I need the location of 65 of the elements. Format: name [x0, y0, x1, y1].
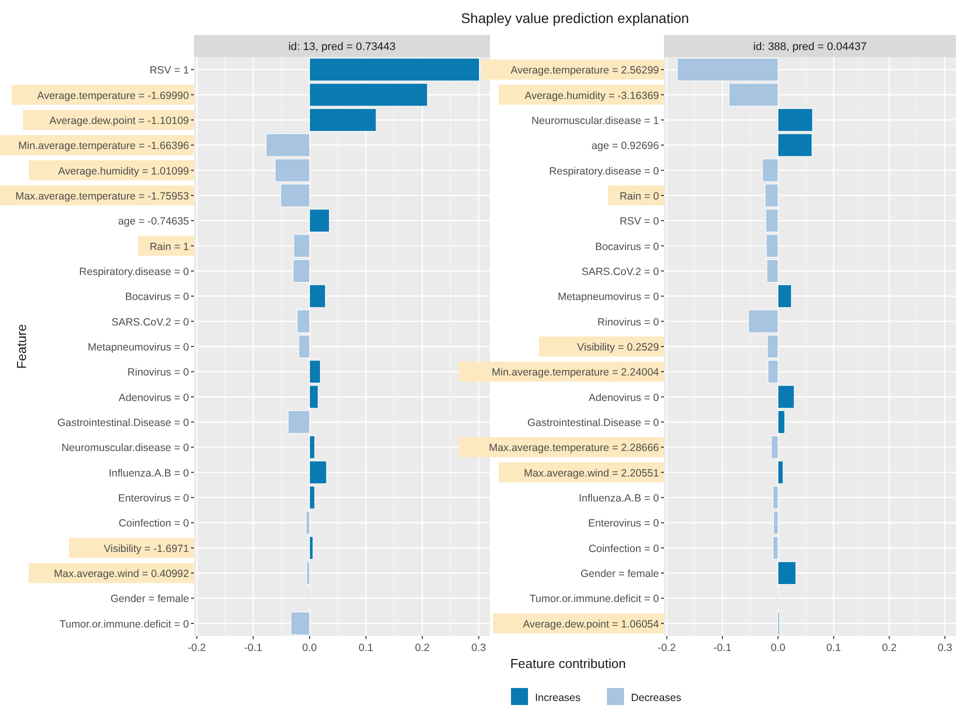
y-tick-label: Bocavirus = 0	[125, 291, 190, 304]
y-tick-label: Gender = female	[110, 593, 190, 606]
y-tick-label: SARS.CoV.2 = 0	[111, 316, 190, 328]
y-tick-label: Visibility = -1.6971	[104, 542, 190, 555]
y-tick-label: Min.average.temperature = -1.66396	[18, 140, 190, 152]
x-tick-label: 0.2	[415, 642, 430, 654]
y-tick-label: Gender = female	[580, 568, 660, 580]
y-tick-label: Max.average.temperature = 2.28666	[488, 442, 660, 454]
x-tick-label: 0.3	[938, 642, 952, 654]
x-tick-label: 0.1	[826, 642, 842, 654]
y-tick-label: Adenovirus = 0	[118, 392, 190, 404]
y-tick-label: Rain = 1	[150, 240, 190, 253]
x-tick-label: -0.2	[188, 642, 206, 654]
y-tick-label: Average.humidity = 1.01099	[58, 165, 190, 178]
y-axis-title: Feature	[14, 324, 29, 369]
x-tick-label: -0.1	[244, 642, 262, 654]
x-tick-label: 0.0	[302, 642, 318, 654]
y-tick-label: Max.average.temperature = -1.75953	[15, 190, 190, 202]
legend-label: Decreases	[631, 692, 682, 704]
y-tick-label: Metapneumovirus = 0	[88, 342, 190, 354]
y-tick-label: Rinovirus = 0	[597, 316, 660, 328]
y-tick-label: Visibility = 0.2529	[577, 342, 660, 354]
y-tick-label: Influenza.A.B = 0	[108, 467, 190, 480]
y-tick-label: Respiratory.disease = 0	[79, 266, 190, 278]
y-tick-label: Rinovirus = 0	[127, 366, 190, 379]
y-tick-label: Neuromuscular.disease = 1	[531, 114, 660, 127]
y-tick-label: Rain = 0	[620, 190, 660, 202]
y-tick-label: Respiratory.disease = 0	[549, 165, 660, 178]
x-tick-label: -0.2	[658, 642, 676, 654]
y-tick-label: Tumor.or.immune.deficit = 0	[530, 593, 660, 606]
y-tick-label: Influenza.A.B = 0	[578, 492, 660, 505]
y-tick-label: SARS.CoV.2 = 0	[581, 266, 660, 278]
y-tick-label: Max.average.wind = 2.20551	[524, 467, 660, 480]
x-tick-label: -0.1	[713, 642, 732, 654]
y-tick-label: Enterovirus = 0	[118, 492, 190, 505]
y-tick-label: Average.dew.point = -1.10109	[49, 114, 190, 127]
y-tick-label: Adenovirus = 0	[588, 392, 660, 404]
y-tick-label: age = -0.74635	[118, 216, 190, 228]
y-tick-label: Enterovirus = 0	[588, 518, 660, 530]
legend-label: Increases	[535, 692, 581, 704]
y-tick-label: Average.dew.point = 1.06054	[522, 618, 660, 630]
y-tick-label: Coinfection = 0	[118, 518, 190, 530]
chart-subtitle: id: 388, pred = 0.04437	[753, 41, 867, 53]
x-tick-label: 0.2	[882, 642, 897, 654]
x-tick-label: 0.1	[358, 642, 374, 654]
y-tick-label: Min.average.temperature = 2.24004	[492, 366, 660, 379]
y-tick-label: RSV = 0	[620, 216, 660, 228]
y-tick-label: RSV = 1	[150, 64, 190, 77]
y-tick-label: Average.temperature = -1.69990	[37, 90, 190, 102]
y-tick-label: Tumor.or.immune.deficit = 0	[60, 618, 190, 630]
y-tick-label: Average.humidity = -3.16369	[524, 90, 660, 102]
y-tick-label: Gastrointestinal.Disease = 0	[57, 417, 190, 430]
x-tick-label: 0.3	[471, 642, 486, 654]
y-tick-label: Coinfection = 0	[588, 542, 660, 555]
y-tick-label: Neuromuscular.disease = 0	[61, 442, 190, 454]
y-tick-label: Average.temperature = 2.56299	[510, 64, 660, 77]
y-tick-label: Metapneumovirus = 0	[558, 291, 660, 304]
y-tick-label: Bocavirus = 0	[595, 240, 660, 253]
y-tick-label: Max.average.wind = 0.40992	[54, 568, 190, 580]
text: Shapley value prediction explanation	[460, 10, 690, 26]
x-axis-title: Feature contribution	[510, 656, 626, 671]
x-tick-label: 0.0	[770, 642, 786, 654]
chart-subtitle: id: 13, pred = 0.73443	[288, 41, 396, 53]
y-tick-label: Gastrointestinal.Disease = 0	[527, 417, 660, 430]
y-tick-label: age = 0.92696	[592, 140, 660, 152]
